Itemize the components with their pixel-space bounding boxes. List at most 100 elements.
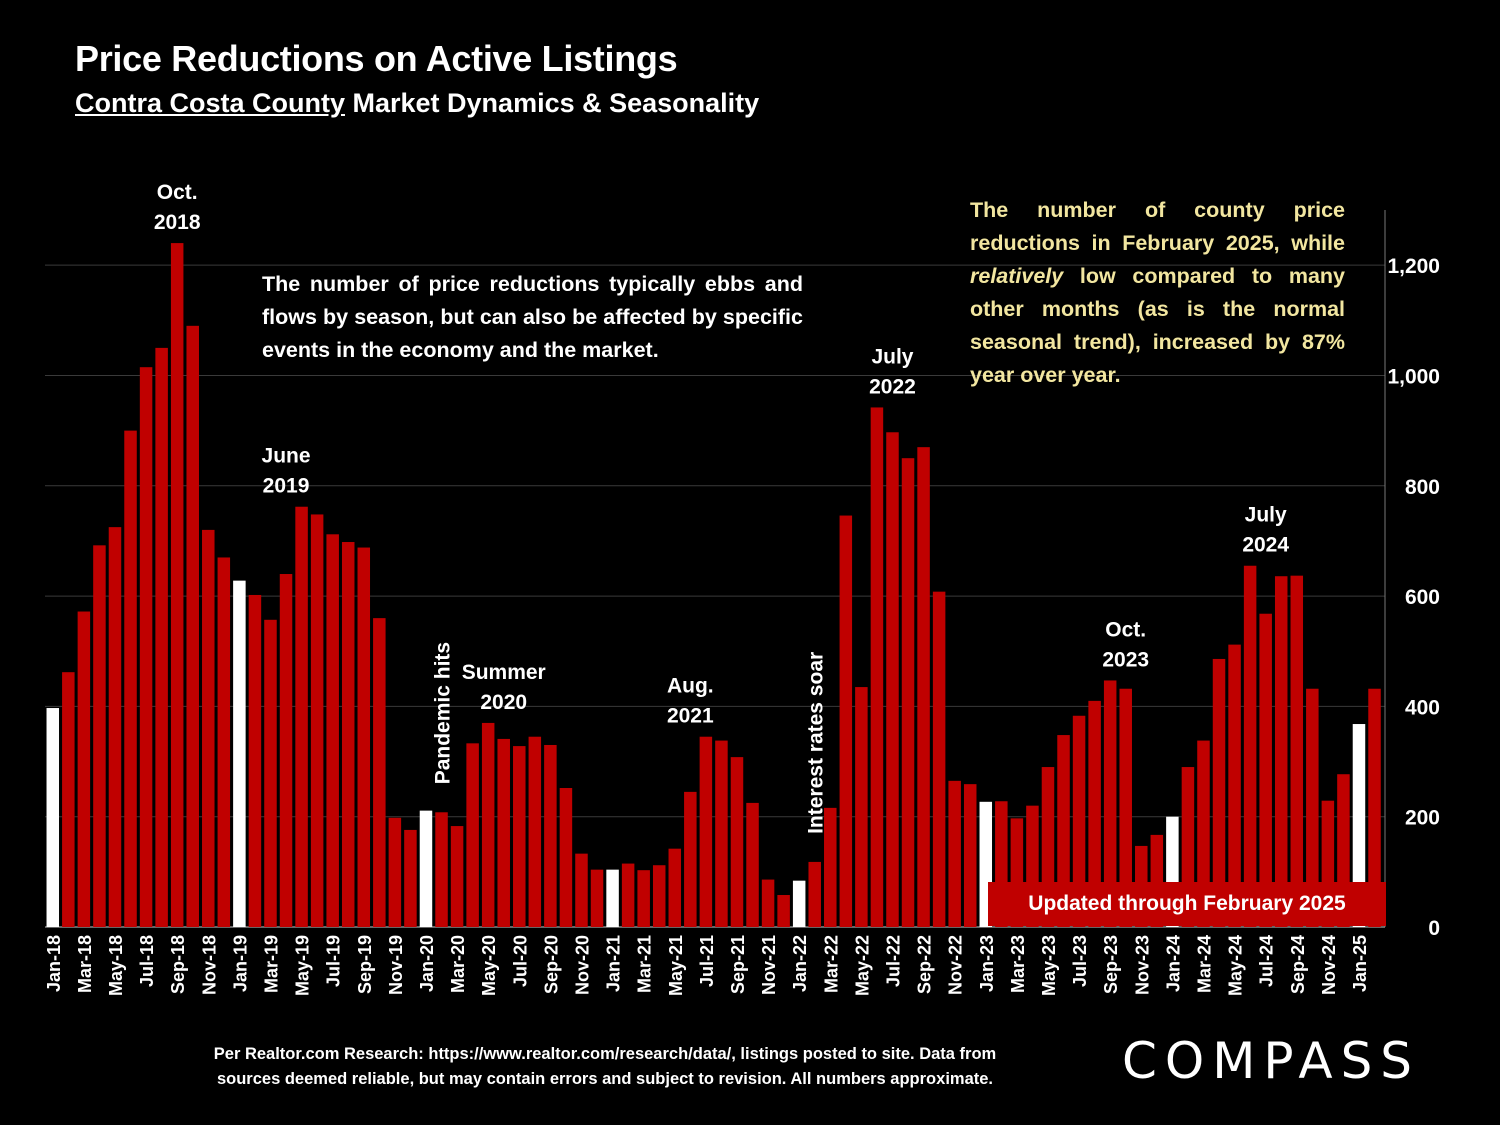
bar-mar-22 — [824, 807, 837, 927]
bar-jul-20 — [513, 746, 526, 927]
bar-jun-23 — [1057, 735, 1070, 927]
x-tick-label: Jul-20 — [510, 935, 530, 987]
bar-feb-21 — [621, 863, 635, 927]
annotation-year: 2020 — [480, 691, 527, 714]
annotation-year: 2023 — [1102, 648, 1149, 671]
bar-aug-18 — [155, 347, 168, 927]
y-tick-label: 1,000 — [1387, 365, 1440, 388]
bar-jun-21 — [684, 791, 697, 927]
page-title: Price Reductions on Active Listings — [75, 38, 678, 79]
bar-sep-20 — [544, 744, 557, 927]
x-tick-label: Jan-22 — [790, 935, 810, 992]
bar-mar-21 — [637, 870, 650, 927]
x-tick-label: Jan-20 — [417, 935, 437, 992]
x-tick-label: Nov-20 — [572, 935, 592, 995]
bar-apr-24 — [1212, 658, 1226, 927]
bar-may-18 — [108, 527, 122, 927]
bar-may-19 — [295, 506, 308, 927]
bar-sep-18 — [170, 243, 184, 928]
annotation-year: 2019 — [263, 475, 310, 498]
bar-feb-25 — [1368, 688, 1381, 927]
x-tick-label: Jul-21 — [697, 935, 717, 987]
y-tick-label: 600 — [1405, 586, 1440, 609]
bar-jan-20 — [419, 810, 433, 927]
bar-dec-19 — [404, 829, 417, 927]
bar-sep-19 — [357, 547, 371, 927]
footnote-line-1: Per Realtor.com Research: https://www.re… — [213, 1045, 997, 1063]
bar-may-20 — [481, 722, 495, 927]
x-tick-label: Nov-24 — [1319, 935, 1339, 995]
source-footnote: Per Realtor.com Research: https://www.re… — [105, 1042, 1105, 1092]
bar-oct-19 — [373, 618, 386, 927]
annotation-label: July — [871, 345, 913, 368]
bar-sep-24 — [1290, 575, 1304, 927]
subtitle-county: Contra Costa County — [75, 88, 345, 118]
bar-mar-24 — [1197, 740, 1210, 927]
february-note-part2: low compared to many other months (as is… — [970, 264, 1345, 387]
bar-nov-22 — [948, 780, 961, 927]
bar-feb-18 — [62, 672, 75, 927]
bar-mar-18 — [77, 611, 91, 927]
annotation-label: June — [262, 445, 311, 468]
x-tick-label: May-23 — [1039, 935, 1059, 996]
x-tick-label: Nov-23 — [1132, 935, 1152, 995]
bar-aug-24 — [1274, 576, 1288, 927]
bar-jun-24 — [1243, 565, 1257, 927]
x-tick-label: Nov-19 — [386, 935, 406, 995]
bar-apr-21 — [652, 865, 666, 927]
bar-aug-20 — [528, 736, 542, 927]
annotation-year: 2024 — [1242, 534, 1289, 557]
bar-sep-21 — [730, 757, 744, 927]
updated-badge: Updated through February 2025 — [988, 882, 1386, 926]
annotation-label: Oct. — [1105, 618, 1146, 641]
y-tick-label: 0 — [1428, 917, 1440, 940]
annotation-year: 2022 — [869, 375, 916, 398]
x-tick-label: May-19 — [293, 935, 313, 996]
bar-apr-18 — [93, 545, 106, 927]
x-tick-label: Nov-22 — [946, 935, 966, 995]
bar-jul-23 — [1072, 715, 1086, 927]
bar-jan-18 — [46, 708, 60, 927]
bar-dec-20 — [590, 869, 604, 927]
x-tick-label: Sep-24 — [1288, 935, 1308, 994]
february-note-italic: relatively — [970, 264, 1064, 288]
annotation-year: 2018 — [154, 211, 201, 234]
bar-aug-23 — [1088, 700, 1101, 927]
x-tick-label: Mar-20 — [448, 935, 468, 993]
x-tick-label: Mar-18 — [75, 935, 95, 993]
annotation-year: 2021 — [667, 705, 714, 728]
bar-mar-19 — [264, 619, 277, 927]
bar-dec-18 — [217, 557, 231, 927]
bar-nov-19 — [388, 817, 402, 927]
y-tick-label: 400 — [1405, 696, 1440, 719]
x-tick-label: Jul-19 — [324, 935, 344, 987]
february-note-part1: The number of county price reductions in… — [970, 198, 1345, 255]
bar-feb-19 — [248, 594, 262, 927]
bar-mar-20 — [450, 826, 464, 927]
x-tick-label: Sep-18 — [168, 935, 188, 994]
x-tick-label: Mar-21 — [635, 935, 655, 993]
bar-oct-20 — [559, 788, 573, 927]
x-tick-label: May-22 — [852, 935, 872, 996]
x-tick-label: Sep-20 — [541, 935, 561, 994]
bar-jan-19 — [233, 580, 246, 927]
bar-apr-22 — [839, 515, 853, 927]
x-tick-label: May-18 — [106, 935, 126, 996]
x-tick-label: May-24 — [1226, 935, 1246, 996]
bar-jul-18 — [139, 367, 153, 927]
x-tick-label: Jul-23 — [1070, 935, 1090, 987]
compass-logo: COMPASS — [1122, 1032, 1421, 1090]
bar-apr-19 — [279, 574, 293, 927]
bar-jun-20 — [497, 738, 510, 927]
bar-dec-21 — [777, 895, 790, 927]
subtitle-rest: Market Dynamics & Seasonality — [345, 88, 760, 118]
y-tick-label: 800 — [1405, 476, 1440, 499]
bar-nov-18 — [202, 529, 215, 927]
annotation-interest-rates-soar: Interest rates soar — [805, 652, 828, 834]
x-tick-label: May-21 — [666, 935, 686, 996]
seasonality-note: The number of price reductions typically… — [262, 272, 803, 362]
x-tick-label: Jan-19 — [230, 935, 250, 992]
y-tick-label: 200 — [1405, 807, 1440, 830]
bar-oct-24 — [1306, 688, 1319, 927]
x-tick-label: Jan-23 — [977, 935, 997, 992]
